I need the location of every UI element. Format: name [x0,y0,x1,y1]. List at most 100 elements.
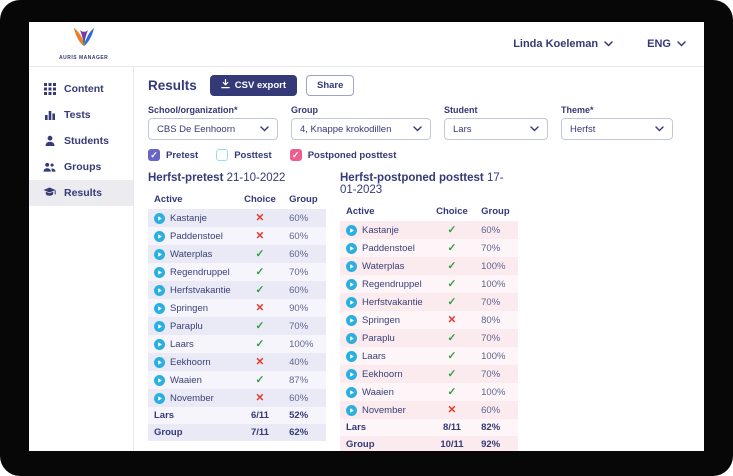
correct-check-icon: ✓ [255,320,265,332]
word-cell: Paraplu [148,317,237,335]
csv-export-label: CSV export [234,80,286,91]
download-icon [220,78,230,92]
column-header: Choice [428,202,476,221]
table-title: Herfst-pretest 21-10-2022 [148,172,286,184]
play-audio-icon[interactable] [346,386,357,398]
play-audio-icon[interactable] [154,284,165,296]
table-row: Paddenstoel ✓ 70% [340,239,518,257]
test-type-checkbox[interactable]: ✓ Pretest [148,149,198,161]
sidebar-item-students[interactable]: Students [29,128,133,154]
play-audio-icon[interactable] [154,356,165,368]
test-type-checkbox[interactable]: ✓ Postponed posttest [289,149,396,161]
play-audio-icon[interactable] [154,266,165,278]
play-audio-icon[interactable] [346,350,357,362]
group-percent-cell: 60% [289,230,309,242]
word-cell: Waaien [340,383,429,401]
choice-cell: ✕ [237,299,283,317]
correct-check-icon: ✓ [255,374,265,386]
user-menu[interactable]: Linda Koeleman [513,38,613,50]
language-menu[interactable]: ENG [647,38,686,50]
word-cell: Waaien [148,371,237,389]
table-row: Waterplas ✓ 60% [148,245,326,263]
word-cell: Eekhoorn [340,365,429,383]
summary-percent-cell: 92% [481,439,501,450]
play-audio-icon[interactable] [346,368,357,380]
table-header-row: Active Choice Group [148,190,326,209]
app-logo[interactable]: AURIS MANAGER [59,27,108,61]
sidebar-item-label: Groups [64,161,102,173]
choice-cell: ✓ [429,257,475,275]
play-audio-icon[interactable] [346,260,357,272]
play-audio-icon[interactable] [154,338,165,350]
filter-select[interactable]: Herfst [561,118,673,140]
choice-cell: ✕ [237,353,283,371]
play-audio-icon[interactable] [346,278,357,290]
csv-export-button[interactable]: CSV export [209,75,297,96]
summary-row: Lars 6/11 52% [148,407,326,424]
chevron-down-icon [655,126,664,132]
choice-cell: ✓ [429,329,475,347]
play-audio-icon[interactable] [154,320,165,332]
group-percent-cell: 90% [289,302,309,314]
word-cell: Waterplas [340,257,429,275]
choice-cell: ✕ [237,209,283,227]
sidebar-item-groups[interactable]: Groups [29,154,133,180]
group-percent-cell: 100% [289,338,314,350]
choice-cell: ✓ [429,365,475,383]
play-audio-icon[interactable] [346,296,357,308]
choice-cell: ✓ [237,335,283,353]
play-audio-icon[interactable] [154,302,165,314]
filter-bar: School/organization* CBS De Eenhoorn Gro… [148,105,704,140]
play-audio-icon[interactable] [154,392,165,404]
column-header: Group [283,190,326,209]
summary-row: Lars 8/11 82% [340,419,518,436]
chevron-down-icon [413,126,422,132]
choice-cell: ✓ [237,371,283,389]
column-header: Group [475,202,518,221]
filter-select[interactable]: Lars [444,118,548,140]
summary-row: Group 10/11 92% [340,436,518,451]
choice-cell: ✓ [429,293,475,311]
table-row: Eekhoorn ✓ 70% [340,365,518,383]
word-cell: Springen [148,299,237,317]
word-cell: Springen [340,311,429,329]
selected-value: Herfst [570,123,596,135]
word-cell: Herfstvakantie [340,293,429,311]
table-header-row: Active Choice Group [340,202,518,221]
sidebar-item-tests[interactable]: Tests [29,102,133,128]
filter-select[interactable]: CBS De Eenhoorn [148,118,278,140]
choice-cell: ✕ [429,401,475,419]
play-audio-icon[interactable] [154,374,165,386]
play-audio-icon[interactable] [346,242,357,254]
share-button[interactable]: Share [306,75,355,96]
summary-row: Group 7/11 62% [148,424,326,441]
play-audio-icon[interactable] [154,212,165,224]
choice-cell: ✓ [429,221,475,239]
chevron-down-icon [530,126,539,132]
sidebar-item-content[interactable]: Content [29,76,133,102]
table-row: Kastanje ✓ 60% [340,221,518,239]
word-cell: Laars [148,335,237,353]
wrong-cross-icon: ✕ [255,212,265,224]
summary-label-cell: Lars [346,422,367,433]
play-audio-icon[interactable] [154,230,165,242]
filter-label: School/organization* [148,105,238,115]
page-title: Results [148,78,197,93]
correct-check-icon: ✓ [447,368,457,380]
play-audio-icon[interactable] [346,224,357,236]
auris-logo-icon [71,27,97,53]
filter-field: Theme* Herfst [561,105,673,140]
filter-select[interactable]: 4, Knappe krokodillen [291,118,431,140]
word-cell: Paraplu [340,329,429,347]
sidebar-item-results[interactable]: Results [29,180,133,206]
summary-percent-cell: 82% [481,422,501,433]
word-cell: Kastanje [148,209,237,227]
play-audio-icon[interactable] [346,314,357,326]
test-type-checkboxes: ✓ Pretest Posttest ✓ Postponed posttest [148,149,704,161]
group-percent-cell: 70% [481,296,501,308]
play-audio-icon[interactable] [346,332,357,344]
play-audio-icon[interactable] [154,248,165,260]
results-tables-area: Herfst-pretest 21-10-2022 Active Choice Gr… [148,172,704,451]
test-type-checkbox[interactable]: Posttest [216,149,272,161]
play-audio-icon[interactable] [346,404,357,416]
